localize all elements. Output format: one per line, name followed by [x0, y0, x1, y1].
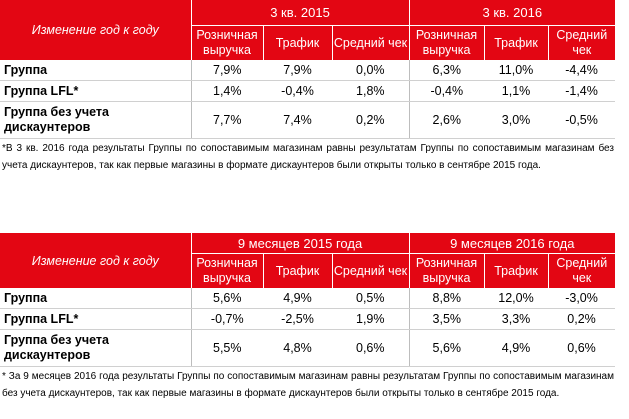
row-label: Группа LFL* — [0, 308, 191, 330]
table-block-9m: Изменение год к году 9 месяцев 2015 года… — [0, 233, 629, 402]
cell: 8,8% — [408, 288, 485, 309]
cell: -3,0% — [548, 288, 616, 309]
table-header-label: Изменение год к году — [31, 23, 159, 37]
cell: 3,0% — [484, 101, 549, 139]
cell: 0,2% — [548, 308, 616, 330]
cell: 5,6% — [408, 329, 485, 367]
table-row: Группа LFL* 1,4% -0,4% 1,8% -0,4% 1,1% -… — [0, 80, 616, 102]
cell: 12,0% — [484, 288, 549, 309]
cell: 0,0% — [332, 60, 410, 81]
table-row: Группа без учета дискаунтеров 5,5% 4,8% … — [0, 329, 616, 367]
table-block-q3: Изменение год к году 3 кв. 2015 3 кв. 20… — [0, 0, 629, 174]
cell: 11,0% — [484, 60, 549, 81]
cell: 6,3% — [408, 60, 485, 81]
column-header: Розничная выручка — [190, 25, 263, 60]
cell: 4,9% — [484, 329, 549, 367]
cell: 5,6% — [190, 288, 263, 309]
row-label: Группа — [0, 60, 191, 81]
column-header: Розничная выручка — [408, 25, 485, 60]
period-header: 9 месяцев 2016 года — [408, 233, 616, 254]
cell: -1,4% — [548, 80, 616, 102]
cell: 4,9% — [263, 288, 332, 309]
cell: 0,5% — [332, 288, 410, 309]
table-header-label: Изменение год к году — [31, 253, 159, 268]
column-header: Средний чек — [331, 253, 410, 288]
column-header: Средний чек — [547, 253, 616, 288]
cell: -4,4% — [548, 60, 616, 81]
cell: 2,6% — [408, 101, 485, 139]
cell: -0,4% — [263, 80, 332, 102]
row-label: Группа без учета дискаунтеров — [0, 101, 191, 139]
footnote: *В 3 кв. 2016 года результаты Группы по … — [2, 143, 614, 171]
column-header: Розничная выручка — [408, 253, 485, 288]
cell: -2,5% — [263, 308, 332, 330]
column-header: Средний чек — [331, 25, 410, 60]
cell: 7,9% — [190, 60, 263, 81]
cell: 1,8% — [332, 80, 410, 102]
cell: 1,4% — [190, 80, 263, 102]
column-header: Трафик — [262, 253, 332, 288]
table-row: Группа 5,6% 4,9% 0,5% 8,8% 12,0% -3,0% — [0, 288, 616, 309]
table-row: Группа LFL* -0,7% -2,5% 1,9% 3,5% 3,3% 0… — [0, 308, 616, 330]
cell: 0,6% — [332, 329, 410, 367]
column-header: Трафик — [483, 253, 549, 288]
cell: 7,4% — [263, 101, 332, 139]
column-header: Средний чек — [547, 25, 616, 60]
row-label: Группа без учета дискаунтеров — [0, 329, 191, 367]
row-label: Группа LFL* — [0, 80, 191, 102]
cell: -0,4% — [408, 80, 485, 102]
cell: 0,2% — [332, 101, 410, 139]
footnote: * За 9 месяцев 2016 года результаты Груп… — [2, 371, 614, 399]
cell: 1,1% — [484, 80, 549, 102]
cell: -0,5% — [548, 101, 616, 139]
column-header: Трафик — [262, 25, 332, 60]
column-header: Розничная выручка — [190, 253, 263, 288]
results-table-q3: Изменение год к году 3 кв. 2015 3 кв. 20… — [0, 0, 616, 139]
table-row: Группа без учета дискаунтеров 7,7% 7,4% … — [0, 101, 616, 139]
cell: 3,3% — [484, 308, 549, 330]
cell: 7,9% — [263, 60, 332, 81]
row-label: Группа — [0, 288, 191, 309]
table-row: Группа 7,9% 7,9% 0,0% 6,3% 11,0% -4,4% — [0, 60, 616, 81]
cell: 4,8% — [263, 329, 332, 367]
cell: 1,9% — [332, 308, 410, 330]
column-header: Трафик — [483, 25, 549, 60]
period-header: 9 месяцев 2015 года — [190, 233, 410, 254]
cell: 5,5% — [190, 329, 263, 367]
period-header: 3 кв. 2015 — [190, 0, 410, 26]
period-header: 3 кв. 2016 — [408, 0, 616, 26]
cell: -0,7% — [190, 308, 263, 330]
cell: 7,7% — [190, 101, 263, 139]
results-table-9m: Изменение год к году 9 месяцев 2015 года… — [0, 233, 616, 367]
cell: 0,6% — [548, 329, 616, 367]
cell: 3,5% — [408, 308, 485, 330]
